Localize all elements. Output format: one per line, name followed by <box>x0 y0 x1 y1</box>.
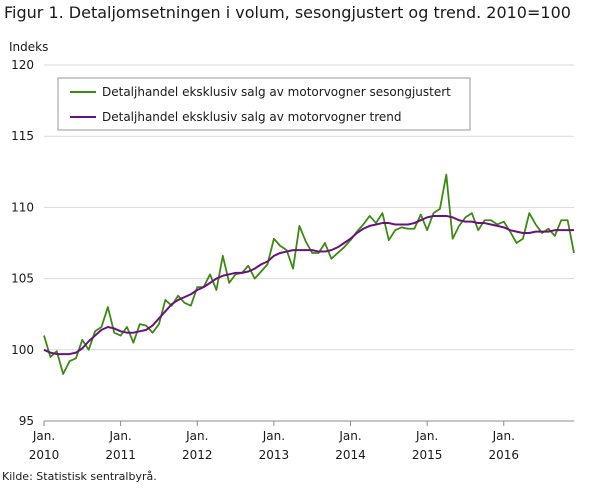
y-tick-label: 95 <box>19 414 34 428</box>
x-tick-label-year: 2014 <box>335 448 366 462</box>
series-line-trend <box>43 214 574 356</box>
gridlines <box>44 64 574 351</box>
y-axis-label: Indeks <box>9 40 48 54</box>
source-note: Kilde: Statistisk sentralbyrå. <box>2 470 157 483</box>
legend-box <box>57 77 471 131</box>
legend-label-seasonal: Detaljhandel eksklusiv salg av motorvogn… <box>102 85 451 99</box>
x-tick-label-month: Jan. <box>415 429 438 443</box>
x-tick-label-year: 2016 <box>488 448 519 462</box>
y-tick-label: 100 <box>11 343 34 357</box>
legend-label-trend: Detaljhandel eksklusiv salg av motorvogn… <box>102 110 401 124</box>
x-tick-label-month: Jan. <box>338 429 361 443</box>
y-tick-label: 115 <box>11 129 34 143</box>
x-tick-label-year: 2011 <box>105 448 136 462</box>
legend: Detaljhandel eksklusiv salg av motorvogn… <box>57 77 471 131</box>
x-tick-label-month: Jan. <box>108 429 131 443</box>
y-tick-label: 120 <box>11 58 34 72</box>
y-axis: 95 100 105 110 115 120 <box>11 58 34 428</box>
x-tick-label-year: 2015 <box>412 448 443 462</box>
x-tick-label-year: 2013 <box>259 448 290 462</box>
x-axis: Jan. 2010 Jan. 2011 Jan. 2012 Jan. 2013 Jan. 2014… <box>29 420 574 462</box>
x-tick-label-month: Jan. <box>262 429 285 443</box>
series-line-seasonal <box>43 173 575 375</box>
y-tick-label: 105 <box>11 272 34 286</box>
series-lines <box>43 173 575 375</box>
x-tick-label-year: 2010 <box>29 448 60 462</box>
x-tick-label-year: 2012 <box>182 448 213 462</box>
x-tick-label-month: Jan. <box>32 429 55 443</box>
chart-title: Figur 1. Detaljomsetningen i volum, seso… <box>4 3 571 22</box>
y-tick-label: 110 <box>11 200 34 214</box>
x-tick-label-month: Jan. <box>185 429 208 443</box>
x-tick-label-month: Jan. <box>492 429 515 443</box>
